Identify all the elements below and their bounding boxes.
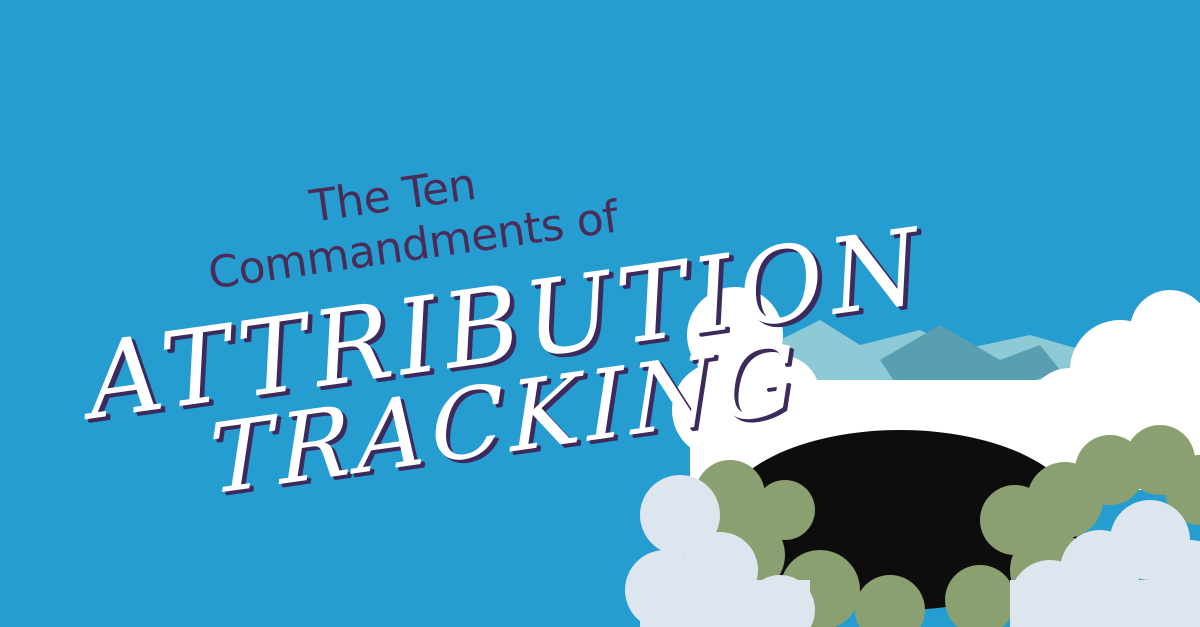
grey-clouds <box>625 475 1200 627</box>
mountain-dark <box>880 325 1060 395</box>
